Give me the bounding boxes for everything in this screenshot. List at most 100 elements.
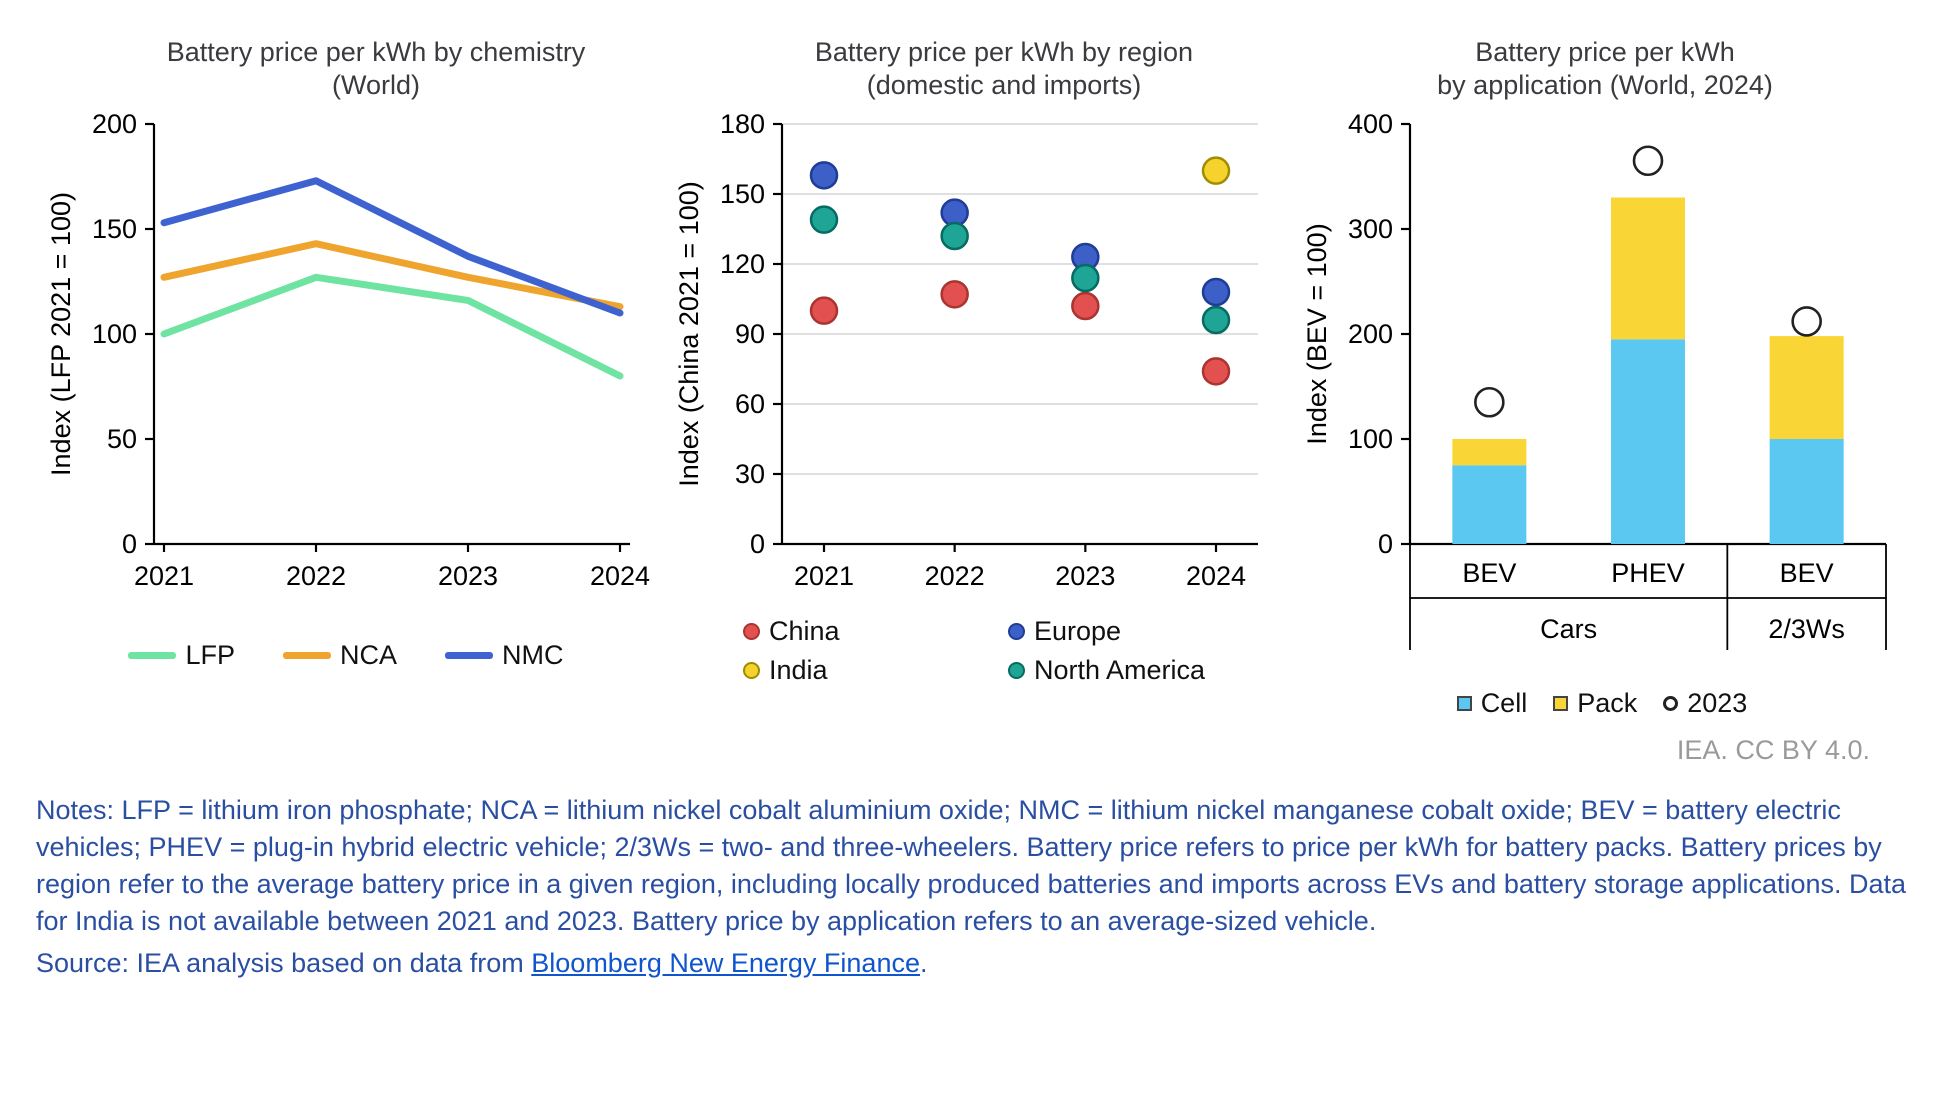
bar-pack-2: [1769, 336, 1844, 439]
legend-label: India: [768, 655, 828, 685]
chart-figure-application: Battery price per kWh by application (Wo…: [1292, 22, 1912, 719]
svg-text:120: 120: [720, 249, 765, 279]
bar-cell-1: [1611, 339, 1685, 544]
license-text: IEA. CC BY 4.0.: [1676, 735, 1870, 765]
chart-title-line2: (World): [331, 69, 420, 100]
svg-text:150: 150: [92, 214, 137, 244]
series-nca: [160, 240, 624, 311]
bar-cell-0: [1452, 465, 1527, 544]
legend-item-cell: Cell: [1456, 688, 1528, 719]
legend-label: LFP: [185, 640, 235, 670]
svg-text:PHEV: PHEV: [1611, 558, 1685, 588]
svg-text:30: 30: [735, 459, 765, 489]
series-india: [1201, 156, 1231, 185]
series-north-america: [809, 205, 1231, 335]
legend-item-europe: Europe: [1007, 616, 1205, 647]
svg-text:0: 0: [750, 529, 765, 559]
region-scatter-chart: 0 30 60 90 120 150 180 Index (China 2021 = 100)…: [674, 109, 1258, 591]
y-axis: 0 100 200 300 400 Index (BEV = 100): [1302, 109, 1412, 559]
svg-text:Cars: Cars: [1540, 614, 1597, 644]
legend-swatch-icon: [1007, 623, 1025, 640]
source-line: Source: IEA analysis based on data from …: [36, 948, 1916, 979]
legend-item-nca: NCA: [283, 640, 397, 671]
legend-label: China: [768, 616, 840, 646]
svg-text:2022: 2022: [286, 561, 346, 591]
chart-title-region: Battery price per kWh by region (domesti…: [664, 36, 1284, 104]
x-axis: 2021 2022 2023 2024: [134, 542, 650, 591]
chart-title-line1: Battery price per kWh by region: [814, 37, 1194, 67]
chart-title-line2: (domestic and imports): [866, 69, 1142, 100]
svg-text:0: 0: [122, 529, 137, 559]
svg-text:200: 200: [92, 109, 137, 139]
legend-swatch-icon: [1007, 662, 1025, 679]
svg-text:2024: 2024: [590, 561, 650, 591]
chart-title-line1: Battery price per kWh by chemistry: [166, 37, 586, 67]
legend-swatch-icon: [1663, 696, 1679, 711]
svg-text:100: 100: [92, 319, 137, 349]
legend-label: 2023: [1687, 688, 1748, 718]
legend-item-nmc: NMC: [445, 640, 564, 671]
svg-text:Index (China 2021 = 100): Index (China 2021 = 100): [674, 181, 704, 486]
gridlines: [782, 123, 1258, 475]
svg-text:400: 400: [1348, 109, 1393, 139]
legend-item-pack: Pack: [1553, 688, 1637, 719]
series-europe: [809, 161, 1231, 307]
source-suffix: .: [919, 947, 928, 978]
chart-title-line2: by application (World, 2024): [1437, 69, 1773, 100]
legend-swatch-icon: [742, 623, 760, 640]
chart-title-line1: Battery price per kWh: [1475, 37, 1735, 67]
markers-2023: [1474, 145, 1822, 418]
svg-text:BEV: BEV: [1462, 558, 1516, 588]
svg-text:60: 60: [735, 389, 765, 419]
chart-figure-chemistry: Battery price per kWh by chemistry (Worl…: [36, 22, 656, 671]
y-axis: 0 50 100 150 200 Index (LFP 2021 = 100): [46, 109, 156, 559]
legend-label: North America: [1033, 655, 1206, 685]
legend-label: Pack: [1577, 688, 1638, 718]
svg-text:2022: 2022: [925, 561, 985, 591]
category-axis: BEV PHEV BEV Cars 2/3Ws: [1409, 544, 1887, 650]
series-nmc: [160, 177, 624, 317]
svg-text:150: 150: [720, 179, 765, 209]
application-legend: Cell Pack 2023: [1292, 688, 1912, 719]
svg-text:100: 100: [1348, 424, 1393, 454]
bar-cell-2: [1769, 439, 1844, 544]
legend-item-2023: 2023: [1663, 688, 1747, 719]
charts-row: Battery price per kWh by chemistry (Worl…: [36, 22, 1916, 719]
svg-text:180: 180: [720, 109, 765, 139]
notes-text: Notes: LFP = lithium iron phosphate; NCA…: [36, 795, 1907, 936]
svg-text:300: 300: [1348, 214, 1393, 244]
chemistry-legend: LFP NCA NMC: [36, 640, 656, 671]
svg-text:90: 90: [735, 319, 765, 349]
svg-text:2024: 2024: [1186, 561, 1246, 591]
svg-text:0: 0: [1378, 529, 1393, 559]
series-china: [809, 280, 1231, 386]
source-link[interactable]: Bloomberg New Energy Finance: [531, 947, 920, 978]
legend-swatch-icon: [283, 652, 331, 659]
chart-title-application: Battery price per kWh by application (Wo…: [1292, 36, 1912, 104]
bar-pack-1: [1611, 197, 1685, 340]
y-axis: 0 30 60 90 120 150 180 Index (China 2021 = 100): [674, 109, 784, 559]
svg-text:50: 50: [107, 424, 137, 454]
legend-swatch-icon: [1553, 696, 1569, 711]
legend-swatch-icon: [128, 652, 177, 659]
legend-item-lfp: LFP: [128, 640, 235, 671]
legend-label: Cell: [1480, 688, 1528, 718]
chart-figure-region: Battery price per kWh by region (domesti…: [664, 22, 1284, 686]
legend-swatch-icon: [1456, 696, 1472, 711]
x-axis: 2021 2022 2023 2024: [782, 542, 1258, 591]
legend-label: Europe: [1033, 616, 1122, 646]
legend-label: NCA: [340, 640, 398, 670]
legend-item-india: India: [742, 655, 1008, 686]
source-text: Source: IEA analysis based on data from: [36, 947, 532, 978]
svg-text:2021: 2021: [794, 561, 854, 591]
svg-text:2/3Ws: 2/3Ws: [1768, 614, 1845, 644]
legend-swatch-icon: [742, 662, 760, 679]
svg-text:2023: 2023: [1055, 561, 1115, 591]
legend-item-china: China: [742, 616, 1008, 647]
svg-text:2021: 2021: [134, 561, 194, 591]
svg-text:Index (LFP 2021 = 100): Index (LFP 2021 = 100): [46, 192, 76, 476]
svg-text:Index (BEV = 100): Index (BEV = 100): [1302, 223, 1332, 444]
legend-swatch-icon: [445, 652, 494, 659]
